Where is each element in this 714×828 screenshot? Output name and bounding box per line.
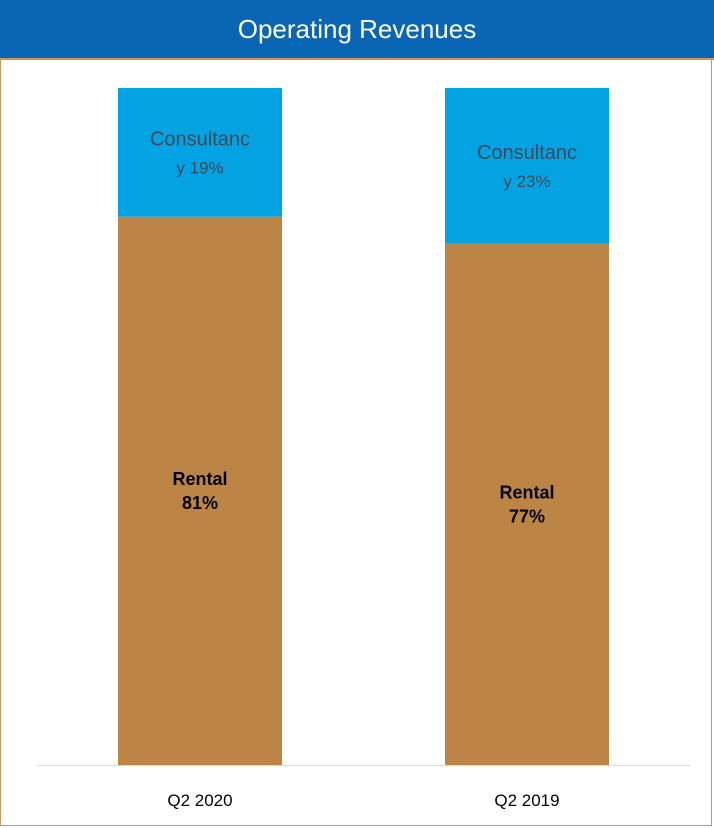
data-label-rental-0-1: 81% — [182, 493, 218, 513]
data-label-rental-1-0: Rental — [499, 483, 554, 503]
bar-segment-rental-0 — [118, 216, 282, 765]
chart-title-bar: Operating Revenues — [0, 0, 714, 60]
bar-segment-consultancy-1 — [445, 88, 609, 244]
data-label-consultancy-0-0: Consultanc — [150, 128, 250, 150]
data-label-rental-1-1: 77% — [509, 507, 545, 527]
bar-segment-rental-1 — [445, 243, 609, 765]
bar-segment-consultancy-0 — [118, 88, 282, 217]
chart-title: Operating Revenues — [237, 13, 477, 44]
data-label-consultancy-1-1: y 23% — [503, 172, 550, 191]
data-label-consultancy-1-0: Consultanc — [477, 142, 577, 164]
data-label-consultancy-0-1: y 19% — [176, 158, 223, 177]
data-label-rental-0-0: Rental — [172, 469, 227, 489]
x-tick-label-1: Q2 2019 — [494, 791, 559, 810]
x-tick-label-0: Q2 2020 — [167, 791, 232, 810]
